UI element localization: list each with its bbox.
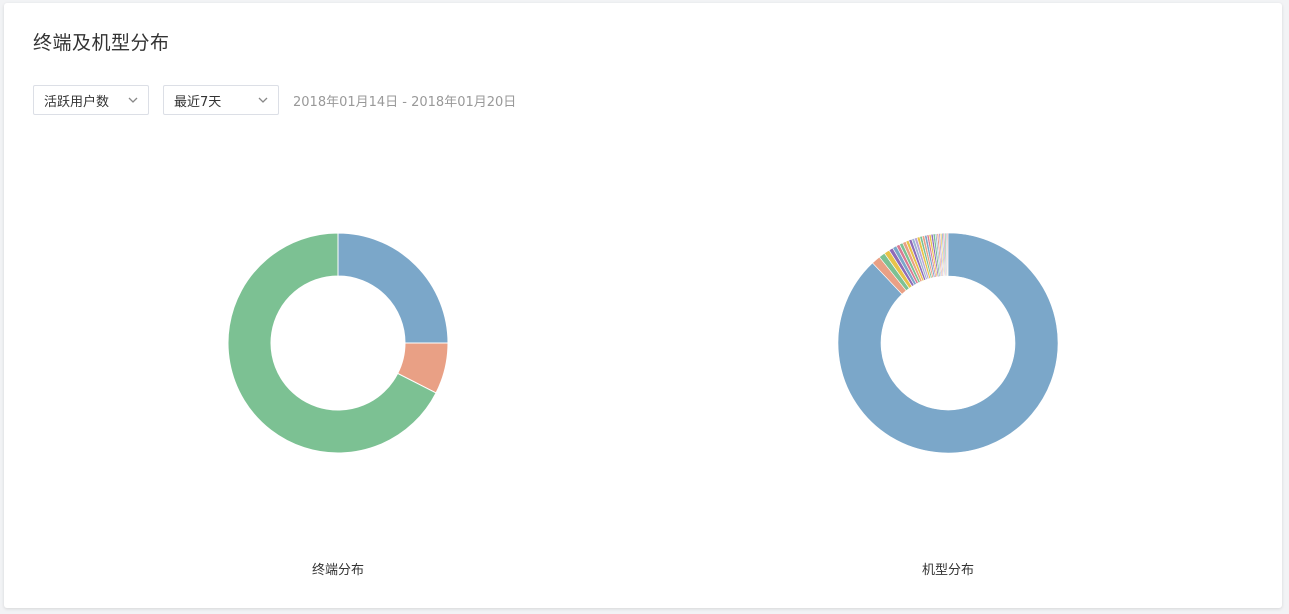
- terminal-chart-title: 终端分布: [311, 563, 364, 578]
- donut-slice-1-29[interactable]: [946, 232, 949, 277]
- metric-select-value: 活跃用户数: [44, 94, 110, 110]
- model-distribution-chart: [828, 223, 1068, 463]
- filter-toolbar: 活跃用户数 最近7天 2018年01月14日 - 2018年01月20日: [33, 84, 516, 116]
- model-chart-title: 机型分布: [921, 563, 974, 578]
- terminal-donut-svg: [227, 232, 449, 454]
- donut-slice-0-0[interactable]: [337, 232, 449, 344]
- donut-slice-1-0[interactable]: [837, 232, 1059, 454]
- range-select[interactable]: 最近7天: [163, 85, 279, 115]
- chevron-down-icon: [258, 97, 268, 103]
- model-donut-svg: [837, 232, 1059, 454]
- donut-slice-0-2[interactable]: [227, 232, 437, 454]
- page-title: 终端及机型分布: [33, 32, 170, 54]
- range-select-value: 最近7天: [174, 94, 222, 110]
- distribution-card: 终端及机型分布 活跃用户数 最近7天 2018年01月14日 - 2018年01…: [4, 3, 1282, 608]
- metric-select[interactable]: 活跃用户数: [33, 85, 149, 115]
- terminal-distribution-chart: [218, 223, 458, 463]
- date-range-text: 2018年01月14日 - 2018年01月20日: [293, 94, 517, 110]
- chevron-down-icon: [128, 97, 138, 103]
